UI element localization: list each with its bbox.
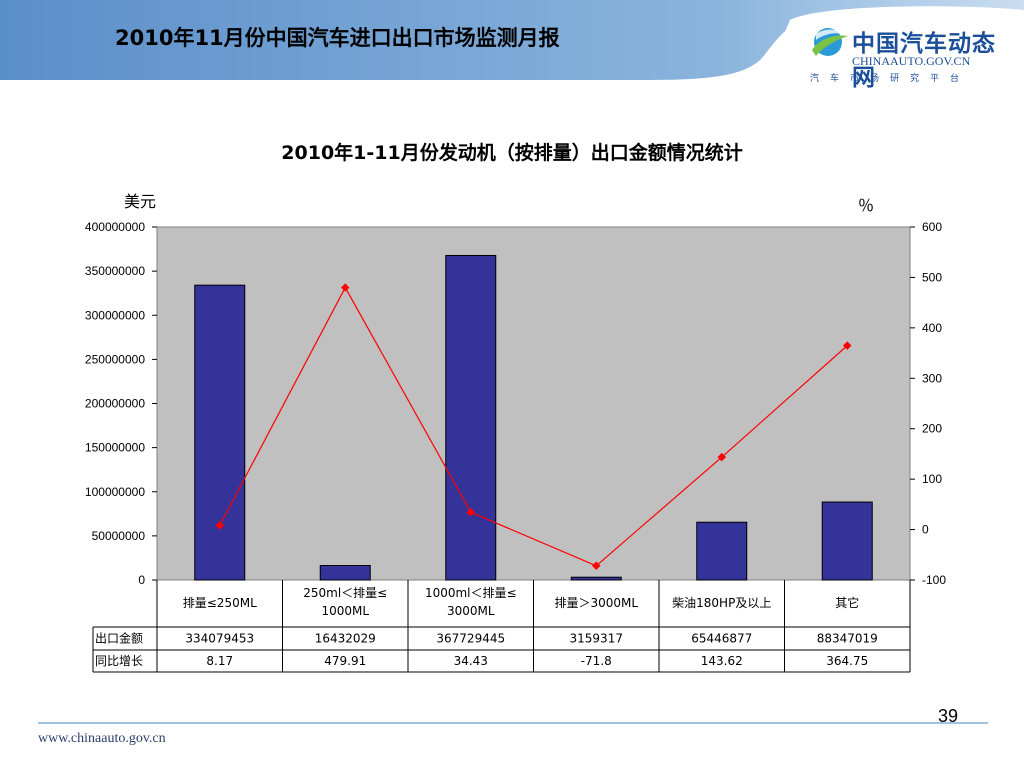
- table-cell: 334079453: [185, 632, 254, 646]
- right-axis-tick-label: 200: [922, 422, 942, 436]
- logo-name: 中国汽车动态网: [852, 31, 996, 91]
- category-label: 排量≤250ML: [183, 596, 257, 610]
- category-label: 柴油180HP及以上: [672, 596, 771, 610]
- chart-plot-area: 4000000003500000003000000002500000002000…: [85, 220, 946, 673]
- bar: [319, 564, 371, 581]
- left-axis-tick-label: 100000000: [85, 485, 145, 499]
- footer-divider: [38, 722, 988, 724]
- table-cell: 479.91: [324, 654, 366, 668]
- left-axis-label: 美元: [124, 192, 156, 211]
- bar: [445, 254, 497, 581]
- category-label: 250ml＜排量≤: [303, 586, 387, 600]
- left-axis-tick-label: 350000000: [85, 264, 145, 278]
- chart-title: 2010年1-11月份发动机（按排量）出口金额情况统计: [281, 142, 743, 164]
- category-label: 3000ML: [447, 604, 495, 618]
- table-cell: -71.8: [581, 654, 612, 668]
- table-cell: 88347019: [817, 632, 878, 646]
- table-cell: 3159317: [570, 632, 623, 646]
- category-label: 其它: [835, 595, 859, 610]
- table-cell: 16432029: [315, 632, 376, 646]
- table-cell: 65446877: [691, 632, 752, 646]
- table-cell: 8.17: [206, 654, 233, 668]
- growth-point: [466, 507, 475, 517]
- page-number: 39: [938, 706, 959, 726]
- plot-background: [156, 226, 911, 581]
- category-label: 排量＞3000ML: [554, 596, 638, 610]
- right-axis-tick-label: 0: [922, 523, 929, 537]
- left-axis-tick-label: 0: [138, 573, 145, 587]
- table-row-label: 出口金额: [95, 631, 143, 646]
- footer-url[interactable]: www.chinaauto.gov.cn: [38, 731, 166, 746]
- left-axis-tick-label: 400000000: [85, 220, 145, 234]
- left-axis-tick-label: 300000000: [85, 308, 145, 322]
- bar: [570, 576, 622, 581]
- table-cell: 143.62: [701, 654, 743, 668]
- left-axis-tick-label: 150000000: [85, 441, 145, 455]
- header-band: [0, 0, 1024, 90]
- right-axis-tick-label: 500: [922, 270, 942, 284]
- growth-line: [219, 286, 848, 567]
- logo-domain: CHINAAUTO.GOV.CN: [852, 54, 971, 68]
- left-axis-tick-label: 50000000: [92, 529, 146, 543]
- logo-tagline: 汽车市场研究平台: [810, 74, 971, 84]
- right-axis-tick-label: 300: [922, 371, 942, 385]
- right-axis-tick-label: -100: [922, 573, 946, 587]
- left-axis-tick-label: 250000000: [85, 352, 145, 366]
- site-logo[interactable]: 中国汽车动态网 CHINAAUTO.GOV.CN 汽车市场研究平台: [810, 22, 1000, 91]
- right-axis-label: ％: [858, 196, 874, 215]
- table-cell: 34.43: [454, 654, 488, 668]
- growth-point: [717, 452, 726, 462]
- table-row-label: 同比增长: [95, 654, 143, 668]
- right-axis-tick-label: 600: [922, 220, 942, 234]
- slide-title: 2010年11月份中国汽车进口出口市场监测月报: [115, 26, 560, 50]
- table-cell: 367729445: [436, 632, 505, 646]
- growth-point: [341, 283, 350, 292]
- bar: [821, 501, 873, 581]
- left-axis-tick-label: 200000000: [85, 397, 145, 411]
- right-axis-tick-label: 400: [922, 321, 942, 335]
- logo-swoosh-icon: [812, 28, 848, 56]
- category-label: 1000ml＜排量≤: [425, 586, 517, 600]
- growth-point: [592, 561, 601, 571]
- right-axis-tick-label: 100: [922, 472, 942, 486]
- category-label: 1000ML: [321, 604, 369, 618]
- growth-point: [843, 341, 852, 350]
- bar: [696, 521, 748, 581]
- table-cell: 364.75: [826, 654, 868, 668]
- bar: [194, 284, 246, 581]
